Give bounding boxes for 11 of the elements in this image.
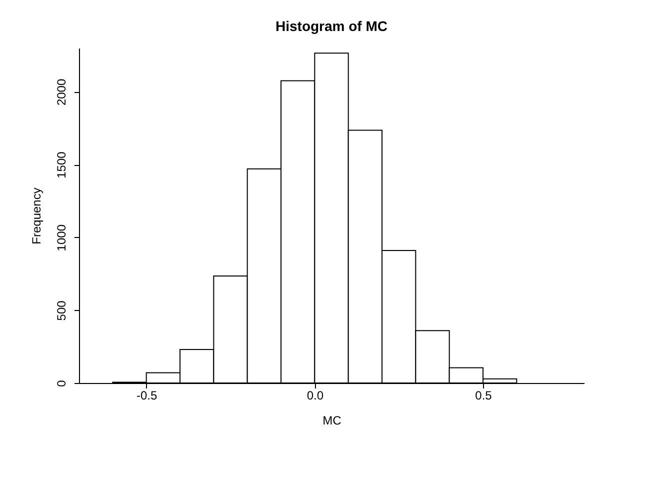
- x-tick-label: 0.5: [475, 388, 492, 402]
- x-tick-label: -0.5: [136, 388, 158, 402]
- y-tick-label: 1500: [54, 151, 68, 178]
- y-tick-label: 2000: [54, 78, 68, 106]
- chart-title: Histogram of MC: [276, 18, 388, 34]
- y-tick-label: 1000: [54, 224, 68, 252]
- y-tick-label: 0: [54, 380, 68, 387]
- x-axis-title: MC: [322, 414, 342, 428]
- x-tick-label: 0.0: [306, 388, 324, 402]
- y-axis-title: Frequency: [30, 188, 44, 244]
- y-tick-label: 500: [54, 300, 68, 321]
